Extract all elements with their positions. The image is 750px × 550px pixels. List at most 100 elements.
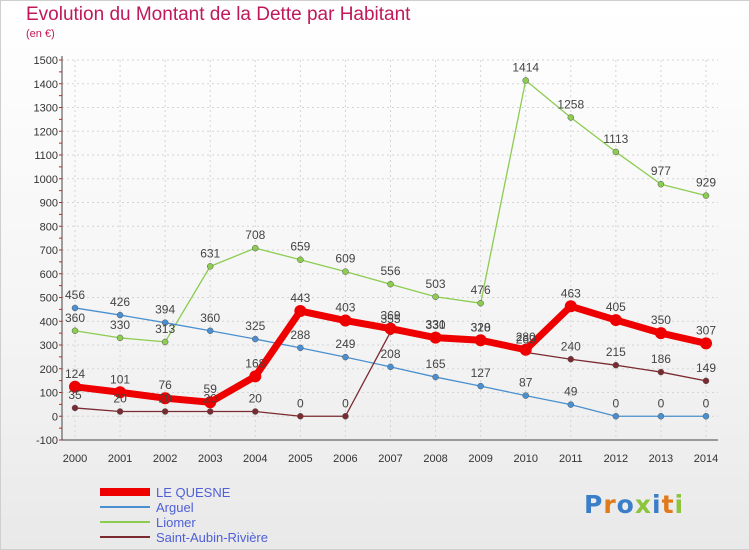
data-label: 0: [703, 396, 710, 410]
logo-letter: x: [634, 490, 652, 519]
data-point: [702, 413, 710, 420]
data-point: [432, 293, 439, 301]
data-point: [567, 114, 575, 121]
data-label: 1258: [557, 97, 584, 111]
data-label: 0: [658, 396, 665, 410]
logo-letter: o: [616, 490, 635, 519]
data-point: [161, 338, 169, 346]
data-label: 1113: [603, 132, 628, 146]
data-label: 330: [110, 318, 130, 332]
data-point: [69, 380, 81, 393]
x-tick-label: 2012: [604, 453, 628, 465]
data-point: [700, 337, 712, 350]
y-tick-label: 1200: [34, 126, 58, 138]
x-tick-label: 2004: [243, 453, 267, 465]
data-point: [612, 148, 620, 156]
data-point: [114, 386, 127, 399]
data-label: 269: [516, 332, 536, 346]
legend-swatch: [100, 521, 150, 523]
data-point: [116, 334, 124, 342]
y-tick-label: 300: [40, 340, 58, 352]
legend-swatch: [100, 488, 150, 496]
data-label: 1414: [512, 60, 539, 74]
data-label: 0: [613, 396, 620, 410]
data-point: [567, 401, 575, 408]
x-tick-label: 2009: [468, 453, 492, 465]
data-point: [657, 413, 665, 420]
data-point: [206, 327, 214, 334]
data-point: [71, 404, 79, 412]
data-point: [342, 268, 349, 275]
data-point: [522, 392, 529, 399]
y-tick-label: 600: [40, 269, 58, 281]
data-label: 101: [110, 372, 130, 386]
data-point: [294, 305, 307, 318]
data-point: [252, 408, 259, 415]
x-tick-label: 2006: [333, 453, 357, 465]
data-label: 149: [696, 361, 716, 375]
data-label: 313: [155, 322, 175, 336]
data-point: [71, 304, 79, 312]
data-label: 0: [342, 396, 349, 410]
data-point: [339, 314, 352, 327]
data-point: [432, 373, 439, 381]
data-point: [609, 314, 622, 327]
data-label: 330: [426, 318, 446, 332]
data-label: 318: [471, 321, 491, 335]
data-label: 403: [335, 301, 355, 315]
data-label: 325: [245, 319, 265, 333]
x-tick-label: 2007: [378, 453, 402, 465]
legend: LE QUESNE Arguel Liomer Saint-Aubin-Rivière: [100, 485, 360, 545]
data-label: 426: [110, 295, 130, 309]
data-point: [564, 300, 577, 313]
y-tick-label: 800: [40, 221, 58, 233]
data-point: [522, 77, 529, 84]
legend-item: LE QUESNE: [100, 485, 360, 500]
chart-title: Evolution du Montant de la Dette par Hab…: [26, 4, 411, 25]
logo-letter: i: [674, 490, 685, 519]
data-label: 476: [471, 283, 491, 297]
data-label: 124: [65, 367, 85, 381]
data-label: 288: [290, 328, 310, 342]
data-point: [206, 263, 214, 270]
legend-item: Liomer: [100, 515, 360, 530]
data-point: [116, 408, 124, 415]
data-label: 307: [696, 323, 716, 337]
y-tick-label: 700: [40, 245, 58, 257]
data-label: 929: [696, 176, 716, 190]
data-label: 127: [471, 366, 491, 380]
data-label: 977: [651, 164, 671, 178]
data-point: [657, 368, 665, 376]
x-tick-label: 2001: [108, 453, 132, 465]
data-label: 215: [606, 345, 626, 359]
data-point: [654, 327, 667, 340]
data-point: [612, 413, 620, 420]
x-tick-label: 2000: [63, 453, 87, 465]
x-tick-label: 2010: [513, 453, 537, 465]
data-label: 355: [380, 312, 400, 326]
data-label: 20: [113, 392, 127, 406]
data-label: 405: [606, 300, 626, 314]
y-tick-label: 900: [40, 198, 58, 210]
data-point: [161, 408, 169, 415]
x-tick-label: 2013: [649, 453, 673, 465]
legend-label: Arguel: [156, 500, 194, 515]
data-point: [252, 335, 259, 343]
data-label: 49: [564, 385, 578, 399]
data-point: [387, 280, 394, 288]
data-point: [159, 392, 172, 405]
y-tick-label: -100: [36, 435, 58, 447]
y-tick-label: 100: [40, 388, 58, 400]
y-tick-label: 0: [52, 411, 58, 423]
logo-letter: r: [603, 490, 617, 519]
data-label: 443: [290, 291, 310, 305]
y-tick-label: 1000: [34, 174, 58, 186]
data-label: 249: [335, 337, 355, 351]
data-label: 208: [380, 347, 400, 361]
x-tick-label: 2011: [559, 453, 583, 465]
data-label: 20: [158, 392, 172, 406]
y-tick-label: 1100: [34, 150, 58, 162]
data-label: 20: [249, 392, 263, 406]
data-label: 659: [290, 240, 310, 254]
